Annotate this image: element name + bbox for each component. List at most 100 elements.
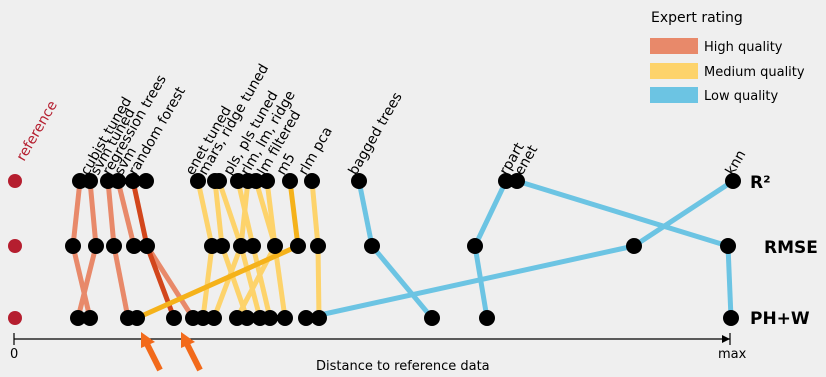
axis-arrowhead [722,335,730,343]
ranking-link-low [632,178,735,249]
ranking-link-medium [238,180,251,247]
method-node [166,310,182,326]
method-node [245,238,261,254]
ranking-link-medium [216,180,244,247]
method-node [351,173,367,189]
legend-label-medium: Medium quality [704,65,805,80]
method-node [88,238,104,254]
method-node [290,238,306,254]
ranking-link-medium [238,245,263,319]
ranking-link-low [370,244,434,320]
method-node [70,310,86,326]
ranking-link-low [356,180,375,247]
method-node [110,173,126,189]
ranking-link-low [472,179,509,248]
method-node [214,238,230,254]
reference-dot-r2 [8,174,22,188]
legend-title: Expert rating [651,10,743,26]
ranking-nodes [65,173,741,326]
method-node [195,310,211,326]
ranking-links [70,178,735,321]
method-node [277,310,293,326]
method-label: knn [723,148,750,178]
method-node [190,173,206,189]
metric-label-r2: R² [750,173,771,193]
distance-axis: 0 max Distance to reference data [10,333,747,374]
legend: Expert rating High quality Medium qualit… [650,10,805,104]
ranking-link-high [144,244,196,320]
ranking-link-high [70,180,83,247]
method-node [304,173,320,189]
method-node [129,310,145,326]
ranking-link-medium [211,245,244,319]
method-node [310,238,326,254]
method-node [364,238,380,254]
method-node [498,173,514,189]
method-node [298,310,314,326]
ranking-link-high [111,245,131,319]
ranking-link-high [105,180,117,247]
legend-label-low: Low quality [704,89,779,104]
method-node [259,173,275,189]
legend-swatch-low [650,87,698,103]
legend-swatch-medium [650,63,698,79]
method-node [239,310,255,326]
ranking-link-medium [309,180,321,247]
metric-label-rmse: RMSE [764,238,818,258]
orange-arrow-icon [181,332,203,372]
method-node [126,238,142,254]
method-node [626,238,642,254]
reference-dot-rmse [8,239,22,253]
method-node [723,310,739,326]
method-node [725,173,741,189]
ranking-link-high-emph [130,180,150,247]
method-node [479,310,495,326]
ranking-link-low [725,245,734,319]
axis-start-label: 0 [10,347,18,362]
method-node [509,173,525,189]
method-node [106,238,122,254]
ranking-link-medium [195,180,215,247]
ranking-link-high [75,245,99,319]
ranking-link-medium [315,245,322,319]
method-label: rlm pca [296,124,336,178]
method-node [282,173,298,189]
method-node [211,173,227,189]
ranking-link-low [516,178,729,249]
method-node [424,310,440,326]
method-node [82,310,98,326]
method-node [467,238,483,254]
axis-end-label: max [718,347,747,362]
method-node [248,173,264,189]
legend-swatch-high [650,38,698,54]
ranking-link-high [70,245,93,319]
ranking-link-medium [200,245,215,319]
reference-label: reference [14,98,61,164]
method-node [138,173,154,189]
method-node [233,238,249,254]
axis-title: Distance to reference data [316,359,490,373]
legend-label-high: High quality [704,40,783,55]
method-node [311,310,327,326]
ranking-link-medium-emph [135,243,300,321]
method-node [262,310,278,326]
orange-arrow-icon [141,332,163,372]
highlight-arrows [141,332,203,372]
ranking-link-medium [264,180,278,247]
method-node [206,310,222,326]
method-label: bagged trees [346,90,406,178]
method-node [65,238,81,254]
metric-label-phw: PH+W [750,309,810,329]
ranking-link-medium [212,180,225,247]
ranking-link-high [115,180,137,247]
method-node [139,238,155,254]
method-node [125,173,141,189]
reference-dot-phw [8,311,22,325]
method-node [720,238,736,254]
ranking-link-medium-emph [287,180,301,247]
method-node [82,173,98,189]
ranking-link-low [305,243,635,321]
ranking-link-medium [250,245,273,319]
